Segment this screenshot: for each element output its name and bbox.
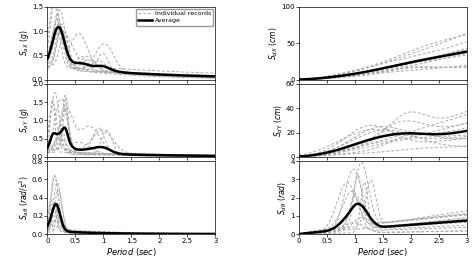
Y-axis label: $S_{a\theta}$ $(rad/s^2)$: $S_{a\theta}$ $(rad/s^2)$	[17, 175, 31, 220]
Y-axis label: $S_{dY}$ $(cm)$: $S_{dY}$ $(cm)$	[272, 104, 284, 137]
Y-axis label: $S_{aX}$ $(g)$: $S_{aX}$ $(g)$	[18, 30, 31, 56]
Legend: Individual records, Average: Individual records, Average	[136, 9, 213, 26]
Y-axis label: $S_{dX}$ $(cm)$: $S_{dX}$ $(cm)$	[267, 26, 280, 60]
Y-axis label: $S_{aY}$ $(g)$: $S_{aY}$ $(g)$	[18, 107, 31, 133]
X-axis label: $Period$ $(sec)$: $Period$ $(sec)$	[106, 246, 157, 258]
Y-axis label: $S_{d\theta}$ $(rad)$: $S_{d\theta}$ $(rad)$	[276, 180, 289, 215]
X-axis label: $Period$ $(sec)$: $Period$ $(sec)$	[357, 246, 409, 258]
